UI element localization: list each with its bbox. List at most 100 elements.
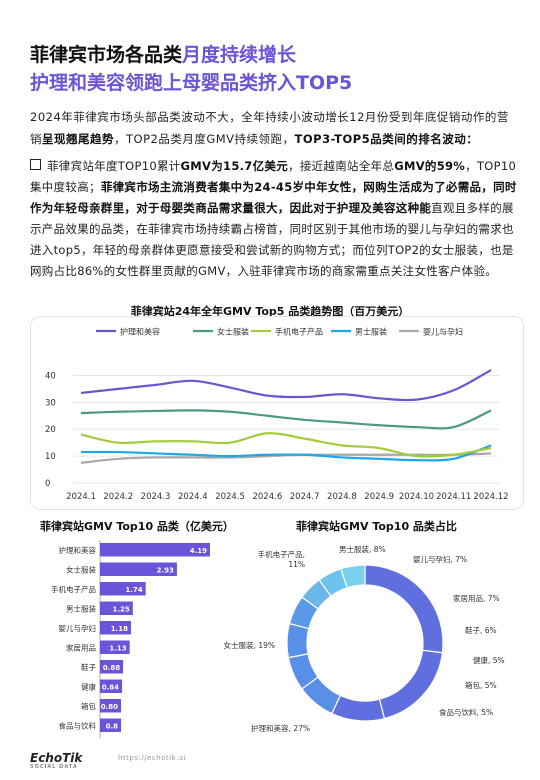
donut-label-1: 女士服装, 19%	[224, 640, 275, 650]
donut-label-8: 箱包, 5%	[465, 680, 497, 690]
bullet-p1: 菲律宾站年度TOP10累计	[47, 159, 181, 173]
bar-category-label-0: 护理和美容	[59, 545, 97, 555]
series-line-1	[80, 409, 492, 430]
bar-value-label-5: 1.13	[109, 644, 126, 652]
x-tick-label-3: 2024.4	[178, 492, 208, 502]
series-line-3	[80, 444, 492, 462]
x-tick-label-2: 2024.3	[141, 492, 171, 502]
bar-value-label-7: 0.84	[102, 683, 119, 691]
bar-value-label-3: 1.25	[113, 605, 130, 613]
bar-2	[100, 582, 146, 596]
donut-label-line-2-0: 手机电子产品,	[258, 549, 305, 559]
legend-label-0: 护理和美容	[120, 327, 160, 337]
line-chart-card: 护理和美容 女士服装 手机电子产品 男士服装 婴儿与孕妇 0 10 20 30 40 2024.1 2…	[30, 316, 524, 510]
bar-5	[100, 640, 130, 654]
x-tick-label-6: 2024.7	[290, 492, 320, 502]
bar-6	[100, 660, 124, 674]
line-chart-title: 菲律宾站24年全年GMV Top5 品类趋势图（百万美元）	[130, 305, 410, 318]
title-accent: 月度持续增长	[182, 44, 297, 66]
bar-value-label-1: 2.93	[157, 566, 174, 574]
series-line-2	[80, 432, 492, 458]
bar-9	[100, 718, 122, 732]
bar-category-label-7: 健康	[81, 681, 96, 691]
donut-label-0: 护理和美容, 27%	[251, 723, 310, 733]
bar-chart-title: 菲律宾站GMV Top10 品类（亿美元）	[40, 520, 234, 533]
x-tick-label-5: 2024.6	[252, 492, 282, 502]
bullet-b2: GMV的59%	[394, 159, 466, 173]
title-main: 菲律宾市场各品类	[30, 44, 183, 66]
donut-slice-1	[378, 649, 444, 720]
intro-text-2: ，TOP2品类月度GMV持续领跑，	[114, 132, 295, 146]
x-tick-label-1: 2024.2	[103, 492, 133, 502]
bullet-p3: ，TOP10集中度较高；	[30, 159, 517, 194]
bullet-p4: 直观且多样的展示产品效果的品类，在菲律宾市场持续霸占榜首，同时区别于其他市场的婴…	[30, 201, 514, 278]
bullet-b3: 菲律宾市场主流消费者集中为24-45岁中年女性，网购生活成为了必需品，同时作为年…	[30, 180, 517, 215]
bar-value-label-4: 1.18	[111, 625, 128, 633]
x-tick-label-4: 2024.5	[215, 492, 245, 502]
intro-paragraph: 2024年菲律宾市场头部品类波动不大，全年持续小波动增长12月份受到年底促销动作…	[30, 106, 518, 150]
logo-text: EchoTik	[30, 751, 83, 765]
legend-label-2: 手机电子产品	[275, 327, 323, 337]
echotik-logo: EchoTik SOCIAL DATA	[30, 751, 82, 770]
bullet-square-icon	[30, 159, 41, 170]
donut-label-3: 男士服装, 8%	[339, 544, 386, 554]
bar-value-label-9: 0.8	[106, 722, 119, 730]
legend-label-3: 男士服装	[355, 327, 387, 337]
bar-value-label-0: 4.19	[190, 547, 207, 555]
bar-category-label-9: 食品与饮料	[59, 720, 97, 730]
donut-chart: 护理和美容, 27% 女士服装, 19% 手机电子产品, 11% 男士服装, 8% 婴儿与…	[224, 544, 505, 733]
donut-label-6: 鞋子, 6%	[465, 625, 497, 635]
page-title-line2: 护理和美容领跑上母婴品类挤入TOP5	[30, 72, 353, 94]
y-tick-label-4: 40	[45, 371, 56, 381]
donut-label-line-2-1: 11%	[288, 560, 305, 569]
bar-category-label-5: 家居用品	[66, 642, 96, 652]
donut-slice-9	[340, 564, 366, 589]
donut-chart-title: 菲律宾站GMV Top10 品类占比	[296, 520, 457, 533]
bar-3	[100, 601, 133, 615]
logo-subtitle: SOCIAL DATA	[30, 764, 78, 770]
donut-slice-2	[330, 694, 386, 722]
bar-category-label-1: 女士服装	[66, 564, 96, 574]
x-tick-label-10: 2024.11	[436, 492, 471, 502]
bullet-paragraph: 菲律宾站年度TOP10累计GMV为15.7亿美元，接近越南站全年总GMV的59%…	[30, 156, 522, 282]
bar-category-label-8: 箱包	[81, 701, 96, 711]
bar-1	[100, 562, 177, 576]
bullet-p2: ，接近越南站全年总	[288, 159, 395, 173]
intro-bold-2: TOP3-TOP5品类间的排名波动：	[294, 132, 479, 146]
bar-0	[100, 543, 210, 557]
bar-value-label-2: 1.74	[125, 586, 142, 594]
donut-label-7: 健康, 5%	[473, 655, 505, 665]
y-tick-label-1: 10	[45, 452, 56, 462]
bar-category-label-2: 手机电子产品	[51, 584, 96, 594]
y-tick-label-2: 20	[45, 425, 56, 435]
x-tick-label-9: 2024.10	[399, 492, 434, 502]
bar-chart: 护理和美容 4.19 女士服装 2.93 手机电子产品 1.74 男士服装 1.25 婴儿与孕妇…	[51, 540, 210, 738]
intro-bold-1: 呈现翘尾趋势	[42, 132, 114, 146]
bar-category-label-3: 男士服装	[66, 603, 96, 613]
donut-label-4: 婴儿与孕妇, 7%	[413, 554, 467, 564]
donut-label-5: 家居用品, 7%	[453, 593, 500, 603]
bar-7	[100, 679, 123, 693]
bar-category-label-4: 婴儿与孕妇	[59, 623, 97, 633]
donut-slice-5	[286, 622, 310, 659]
bar-4	[100, 621, 131, 635]
bar-8	[100, 699, 122, 713]
x-tick-label-11: 2024.12	[473, 492, 508, 502]
y-tick-label-3: 30	[45, 398, 56, 408]
bar-value-label-6: 0.88	[103, 664, 120, 672]
page-title-line1: 菲律宾市场各品类月度持续增长	[30, 40, 296, 67]
x-tick-label-7: 2024.8	[327, 492, 357, 502]
bullet-b1: GMV为15.7亿美元	[180, 159, 289, 173]
bar-value-label-8: 0.80	[101, 703, 118, 711]
footer-url: https://echotik.ai	[118, 754, 187, 762]
x-tick-label-0: 2024.1	[66, 492, 96, 502]
legend-label-4: 婴儿与孕妇	[423, 327, 463, 337]
legend-label-1: 女士服装	[217, 327, 249, 337]
series-line-0	[80, 369, 492, 402]
donut-label-9: 食品与饮料, 5%	[439, 707, 493, 717]
intro-text-1: 2024年菲律宾市场头部品类波动不大，全年持续小波动增长12月份受到年底促销动作…	[30, 110, 509, 146]
donut-slice-0	[364, 564, 444, 654]
bar-category-label-6: 鞋子	[81, 662, 96, 672]
donut-label-2: 手机电子产品, 11%	[258, 549, 305, 569]
